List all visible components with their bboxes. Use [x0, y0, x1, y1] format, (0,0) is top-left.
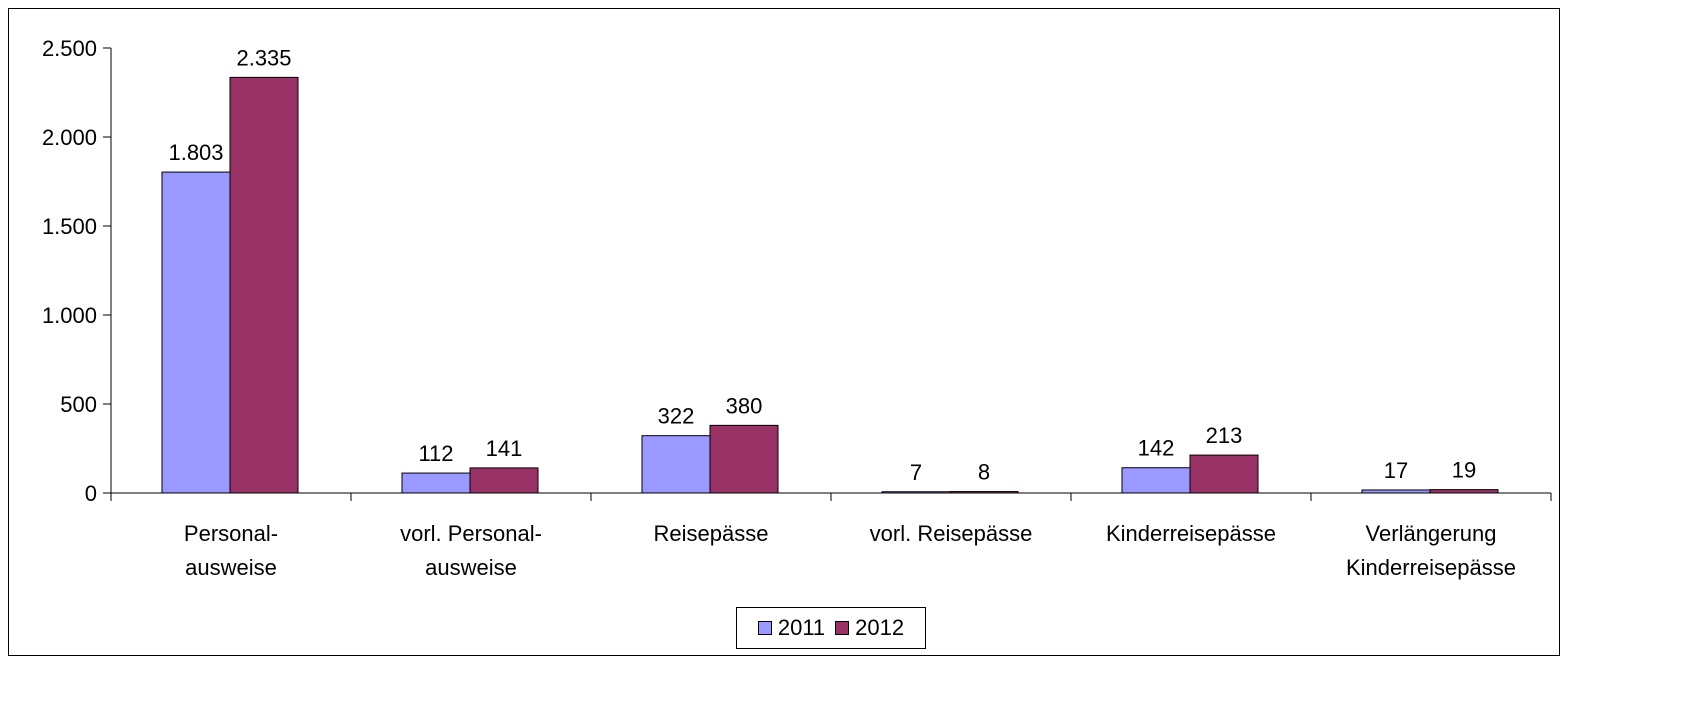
bar-2012 [1429, 489, 1499, 494]
y-tick-label: 2.000 [42, 125, 97, 150]
data-label-2012: 380 [726, 393, 763, 418]
bars [161, 76, 1499, 494]
category-label: vorl. Personal-ausweise [400, 521, 542, 580]
bar-2012 [709, 424, 779, 494]
y-tick-label: 500 [60, 392, 97, 417]
y-tick-label: 1.500 [42, 214, 97, 239]
legend-swatch-2012 [835, 621, 850, 635]
legend: 2011 2012 [736, 607, 926, 649]
category-label: Personal-ausweise [184, 521, 278, 580]
data-label-2011: 7 [910, 460, 922, 485]
y-tick-label: 2.500 [42, 36, 97, 61]
y-axis: 0 500 1.000 1.500 2.000 2.500 [42, 36, 112, 506]
category-label-line: vorl. Personal- [400, 521, 542, 546]
data-label-2012: 2.335 [236, 45, 291, 70]
bar-2012 [1189, 454, 1259, 494]
category-label-line: ausweise [185, 555, 277, 580]
data-label-2011: 142 [1138, 436, 1175, 461]
category-label-line: Verlängerung [1366, 521, 1497, 546]
category-label-line: Kinderreisepässe [1106, 521, 1276, 546]
legend-label-2012: 2012 [855, 615, 905, 640]
data-label-2011: 112 [418, 441, 453, 466]
legend-label-2011: 2011 [777, 615, 826, 640]
category-label: vorl. Reisepässe [870, 521, 1033, 546]
bar-2011 [641, 435, 711, 494]
legend-item-2012: 2012 [835, 615, 904, 641]
bar-2011 [401, 472, 471, 494]
data-label-2012: 213 [1206, 423, 1243, 448]
data-label-2011: 17 [1384, 458, 1408, 483]
category-label-line: Personal- [184, 521, 278, 546]
bar-2012 [229, 76, 299, 494]
category-label-line: ausweise [425, 555, 517, 580]
legend-item-2011: 2011 [757, 615, 826, 641]
category-label: Reisepässe [654, 521, 769, 546]
data-label-2012: 19 [1452, 458, 1476, 483]
category-label: Verlängerung Kinderreisepässe [1346, 521, 1516, 580]
data-labels: 1.803 112 322 7 142 17 2.335 141 380 8 213 19 [168, 45, 1476, 484]
category-label: Kinderreisepässe [1106, 521, 1276, 546]
y-tick-label: 1.000 [42, 303, 97, 328]
category-label-line: vorl. Reisepässe [870, 521, 1033, 546]
category-label-line: Kinderreisepässe [1346, 555, 1516, 580]
data-label-2012: 8 [978, 460, 990, 485]
data-label-2012: 141 [486, 436, 523, 461]
bar-2012 [469, 467, 539, 494]
y-tick-label: 0 [85, 481, 97, 506]
data-label-2011: 1.803 [168, 140, 223, 165]
legend-swatch-2011 [757, 621, 772, 635]
category-label-line: Reisepässe [654, 521, 769, 546]
bar-2011 [161, 171, 231, 494]
data-label-2011: 322 [658, 404, 695, 429]
bar-2011 [1121, 467, 1191, 494]
